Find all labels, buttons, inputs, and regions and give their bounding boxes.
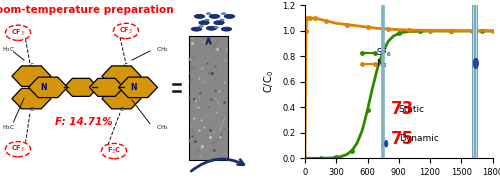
Ellipse shape xyxy=(214,21,224,25)
Text: H$_3$C: H$_3$C xyxy=(2,45,15,54)
Text: CF$_3$: CF$_3$ xyxy=(11,28,25,38)
Ellipse shape xyxy=(199,21,209,25)
Text: N: N xyxy=(130,83,137,92)
Circle shape xyxy=(474,0,476,182)
Circle shape xyxy=(472,0,475,182)
Circle shape xyxy=(383,0,384,182)
Text: 75: 75 xyxy=(390,130,413,148)
Circle shape xyxy=(382,0,384,182)
Circle shape xyxy=(382,0,383,182)
Ellipse shape xyxy=(205,19,209,21)
Text: CH$_3$: CH$_3$ xyxy=(156,123,169,132)
Polygon shape xyxy=(12,88,51,109)
Ellipse shape xyxy=(206,13,211,15)
Text: 73: 73 xyxy=(390,100,413,118)
Text: C: C xyxy=(30,63,34,68)
Text: /: / xyxy=(380,138,384,148)
Circle shape xyxy=(472,0,475,182)
Ellipse shape xyxy=(214,26,218,28)
Circle shape xyxy=(476,0,478,182)
Ellipse shape xyxy=(199,25,203,27)
Text: N$_2$: N$_2$ xyxy=(376,58,388,70)
Text: Static: Static xyxy=(399,105,425,114)
Text: F$_3$C: F$_3$C xyxy=(107,146,121,156)
Ellipse shape xyxy=(473,58,478,69)
Ellipse shape xyxy=(221,13,226,15)
Text: C: C xyxy=(120,107,124,112)
Y-axis label: C/C$_0$: C/C$_0$ xyxy=(262,70,276,93)
Text: SF$_6$: SF$_6$ xyxy=(376,46,392,59)
Text: CH$_3$: CH$_3$ xyxy=(156,45,169,54)
Text: C: C xyxy=(124,63,128,68)
Ellipse shape xyxy=(221,27,232,31)
Ellipse shape xyxy=(209,14,220,18)
Polygon shape xyxy=(90,78,124,96)
Polygon shape xyxy=(28,77,68,98)
Circle shape xyxy=(382,0,384,182)
Text: F: 14.71%: F: 14.71% xyxy=(55,117,113,127)
Polygon shape xyxy=(118,77,158,98)
Ellipse shape xyxy=(191,27,202,31)
Ellipse shape xyxy=(194,14,205,18)
Circle shape xyxy=(474,0,476,182)
Text: N: N xyxy=(40,83,47,92)
Polygon shape xyxy=(102,66,141,86)
Circle shape xyxy=(476,0,478,182)
Polygon shape xyxy=(64,78,98,96)
Text: CF$_3$: CF$_3$ xyxy=(119,26,133,36)
Text: Dynamic: Dynamic xyxy=(399,134,438,143)
Bar xyxy=(189,36,228,160)
Polygon shape xyxy=(102,88,141,109)
Text: C: C xyxy=(30,107,34,112)
Ellipse shape xyxy=(206,26,217,30)
Ellipse shape xyxy=(384,140,388,147)
Ellipse shape xyxy=(224,14,235,18)
Text: Room-temperature preparation: Room-temperature preparation xyxy=(0,5,174,15)
Polygon shape xyxy=(12,66,51,86)
Text: H$_3$C: H$_3$C xyxy=(2,123,15,132)
Ellipse shape xyxy=(220,19,224,21)
Text: CF$_3$: CF$_3$ xyxy=(11,144,25,154)
